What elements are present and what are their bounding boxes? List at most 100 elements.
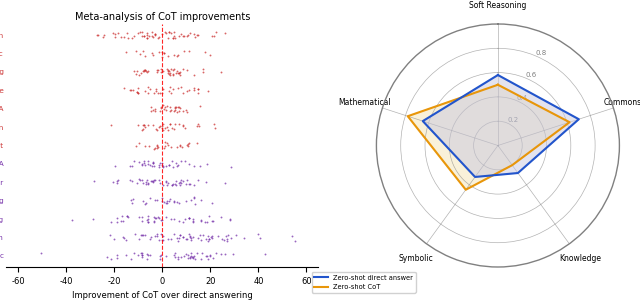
Point — [195, 232, 205, 237]
Point — [155, 161, 165, 166]
Point — [150, 32, 160, 37]
Point — [173, 52, 183, 57]
Point — [135, 52, 145, 57]
Point — [147, 33, 157, 38]
Point — [154, 50, 164, 55]
Point — [201, 237, 211, 242]
Point — [175, 72, 186, 77]
Point — [163, 180, 173, 185]
Point — [133, 30, 143, 35]
Point — [132, 85, 143, 90]
Point — [88, 217, 98, 221]
Point — [195, 164, 205, 168]
Point — [166, 108, 176, 112]
Point — [170, 107, 180, 112]
Point — [143, 85, 153, 90]
Point — [220, 252, 230, 256]
Point — [184, 216, 194, 221]
Point — [99, 32, 109, 37]
Point — [186, 238, 196, 243]
Point — [129, 69, 139, 74]
Point — [178, 109, 188, 114]
Point — [204, 256, 214, 261]
Point — [253, 232, 263, 237]
Point — [184, 182, 194, 186]
Point — [183, 33, 193, 38]
Point — [207, 236, 218, 241]
Point — [205, 253, 216, 258]
Point — [180, 199, 191, 204]
Point — [116, 35, 127, 40]
Point — [174, 71, 184, 76]
Point — [168, 165, 178, 170]
Point — [146, 109, 156, 114]
Point — [162, 182, 172, 187]
Point — [189, 182, 199, 187]
Point — [217, 237, 227, 242]
Point — [155, 253, 165, 258]
Point — [126, 257, 136, 262]
Point — [212, 233, 223, 238]
Point — [112, 253, 122, 257]
Point — [164, 30, 175, 35]
Point — [156, 106, 166, 110]
Point — [138, 161, 148, 166]
Point — [165, 109, 175, 114]
Point — [170, 35, 180, 40]
Point — [192, 140, 202, 145]
Point — [146, 104, 156, 109]
Point — [142, 252, 152, 256]
Point — [172, 164, 182, 169]
Point — [164, 162, 175, 167]
Point — [172, 53, 182, 58]
Point — [185, 233, 195, 238]
Point — [169, 199, 179, 204]
Point — [108, 180, 118, 184]
Point — [196, 238, 207, 243]
Point — [92, 32, 102, 37]
Point — [195, 217, 205, 222]
Point — [147, 179, 157, 184]
Point — [165, 122, 175, 127]
Point — [153, 35, 163, 40]
Point — [184, 140, 194, 145]
Point — [159, 51, 170, 56]
Point — [98, 34, 108, 39]
Point — [150, 127, 161, 132]
Point — [152, 198, 162, 203]
Point — [150, 109, 160, 114]
Point — [139, 123, 149, 128]
Point — [189, 73, 199, 77]
Point — [152, 67, 163, 72]
Point — [137, 255, 147, 260]
Point — [163, 236, 173, 241]
Point — [142, 36, 152, 41]
Point — [223, 232, 234, 237]
Point — [226, 164, 236, 169]
Point — [137, 250, 147, 255]
Point — [134, 73, 145, 77]
Point — [148, 180, 158, 184]
Point — [208, 256, 218, 261]
Point — [138, 68, 148, 73]
Point — [157, 237, 167, 242]
Point — [109, 237, 119, 242]
Point — [175, 69, 186, 74]
Point — [152, 144, 163, 148]
Point — [137, 163, 147, 167]
Point — [141, 35, 152, 40]
Point — [291, 238, 301, 243]
Point — [106, 220, 116, 224]
Point — [163, 70, 173, 75]
Point — [157, 32, 167, 37]
Point — [163, 67, 173, 72]
Point — [211, 30, 221, 35]
Point — [173, 105, 184, 110]
Point — [179, 48, 189, 53]
Point — [178, 123, 188, 128]
Point — [173, 236, 184, 241]
Point — [186, 236, 196, 240]
Point — [182, 88, 192, 93]
Point — [222, 237, 232, 242]
Point — [117, 214, 127, 219]
